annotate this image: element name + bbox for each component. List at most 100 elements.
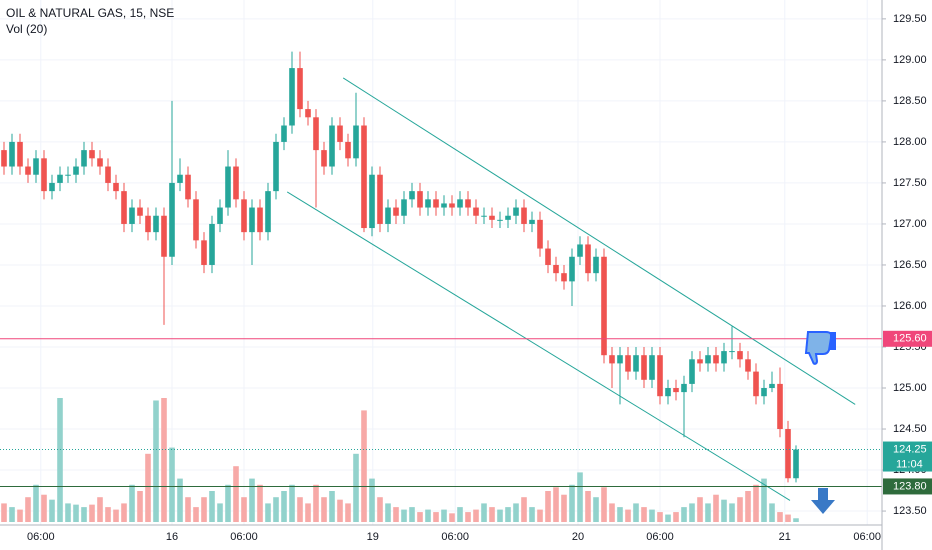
candle-body [89,150,95,159]
candle-body [569,256,575,282]
volume-bar [377,497,383,522]
volume-bar [761,478,767,522]
volume-bar [553,487,559,522]
volume-bar [737,497,743,522]
candle-body [761,388,767,397]
volume-bar [177,478,183,522]
volume-bar [201,497,207,522]
candle-body [513,207,519,216]
volume-bar [241,497,247,522]
candle-body [73,166,79,175]
arrow-down-icon [811,488,835,514]
candle-body [9,141,15,167]
volume-bar [257,484,263,522]
candle-body [473,207,479,216]
candle-body [313,117,319,151]
x-tick-label: 06:00 [27,531,55,543]
volume-bar [145,453,151,522]
volume-bar [713,494,719,522]
candle-body [777,383,783,430]
candle-body [281,125,287,142]
volume-bar [529,507,535,522]
chart-title: OIL & NATURAL GAS, 15, NSE [6,6,174,20]
candle-body [273,141,279,192]
candle-body [505,215,511,220]
candle-body [353,125,359,159]
candle-body [465,199,471,208]
volume-bar [665,514,671,522]
volume-bar [161,398,167,522]
candle-body [425,199,431,208]
volume-bar [25,497,31,522]
candle-body [697,359,703,364]
candle-body [601,256,607,356]
candle-body [441,203,447,208]
candle-body [105,166,111,183]
candle-body [337,125,343,142]
volume-bar [369,478,375,522]
volume-bar [73,504,79,522]
volume-bar [449,513,455,522]
volume-bar [169,447,175,522]
volume-bar [217,503,223,522]
candle-body [433,199,439,208]
candle-body [737,351,743,360]
candle-body [489,215,495,220]
volume-bar [625,509,631,522]
y-tick-label: 129.00 [893,54,927,66]
x-tick-label: 19 [367,531,379,543]
y-tick-label: 127.00 [893,218,927,230]
volume-bar [569,484,575,522]
candle-body [665,388,671,397]
trend-line [286,191,791,501]
volume-bar [793,518,799,522]
candle-body [25,166,31,175]
candle-body [329,125,335,167]
volume-bar [281,491,287,522]
candle-body [593,256,599,274]
volume-bar [753,484,759,522]
candle-body [377,174,383,224]
candle-body [241,199,247,233]
candle-body [681,383,687,393]
volume-bar [337,499,343,522]
volume-bar [249,478,255,522]
y-tick-label: 128.00 [893,136,927,148]
volume-bar [777,512,783,522]
candle-body [537,219,543,249]
volume-bar [297,497,303,522]
volume-bar [185,497,191,522]
volume-bar [57,398,63,522]
volume-bar [409,507,415,522]
volume-bar [489,507,495,522]
volume-bar [49,499,55,522]
candle-body [713,355,719,364]
volume-bar [609,503,615,522]
y-tick-label: 126.50 [893,259,927,271]
candle-body [145,215,151,233]
candle-body [745,359,751,372]
candle-body [257,207,263,233]
volume-bar [649,509,655,522]
candle-body [577,244,583,257]
candle-body [705,355,711,364]
volume-bar [577,472,583,522]
candle-body [185,174,191,200]
candle-body [753,371,759,397]
x-tick-label: 20 [572,531,584,543]
candle-body [201,240,207,265]
volume-bar [513,503,519,522]
volume-bar [681,507,687,522]
volume-label: Vol (20) [6,22,47,36]
candle-body [609,355,615,364]
y-tick-label: 125.00 [893,382,927,394]
volume-bar [537,509,543,522]
y-tick-label: 127.50 [893,177,927,189]
volume-bar [65,503,71,522]
candle-body [409,191,415,200]
volume-bar [617,507,623,522]
volume-bar [561,494,567,522]
x-tick-label: 16 [166,531,178,543]
volume-bar [521,497,527,522]
volume-bar [209,491,215,522]
